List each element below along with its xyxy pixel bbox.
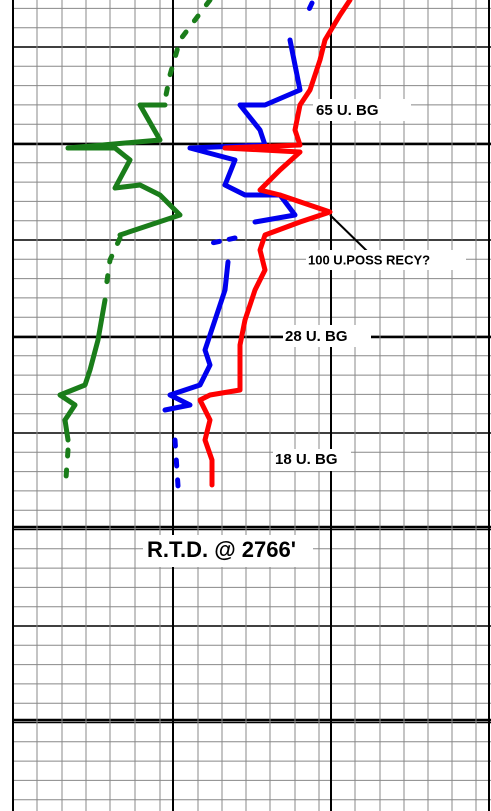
label-bg [306, 250, 466, 270]
label-bg [313, 99, 411, 121]
label-bg [143, 535, 313, 567]
blue-curve-dotted [172, 437, 181, 489]
annotation: 100 U.POSS RECY? [308, 252, 430, 267]
label-bg [273, 449, 351, 471]
td-note: R.T.D. @ 2766' [147, 537, 296, 562]
green-curve [65, 102, 183, 238]
blue-curve [162, 259, 231, 413]
green-curve-dotted [162, 0, 213, 103]
curves [57, 0, 353, 489]
annotation: 65 U. BG [316, 102, 379, 119]
blue-curve-dotted [302, 0, 315, 21]
green-curve-dotted [102, 235, 123, 298]
leader-line [329, 214, 369, 253]
annotation: 28 U. BG [285, 328, 348, 345]
green-curve-dotted [63, 447, 71, 481]
label-bg [283, 325, 371, 347]
red-curve [197, 0, 353, 488]
green-curve [57, 297, 108, 443]
annotation: 18 U. BG [275, 451, 338, 468]
blue-curve-dotted [209, 235, 238, 246]
